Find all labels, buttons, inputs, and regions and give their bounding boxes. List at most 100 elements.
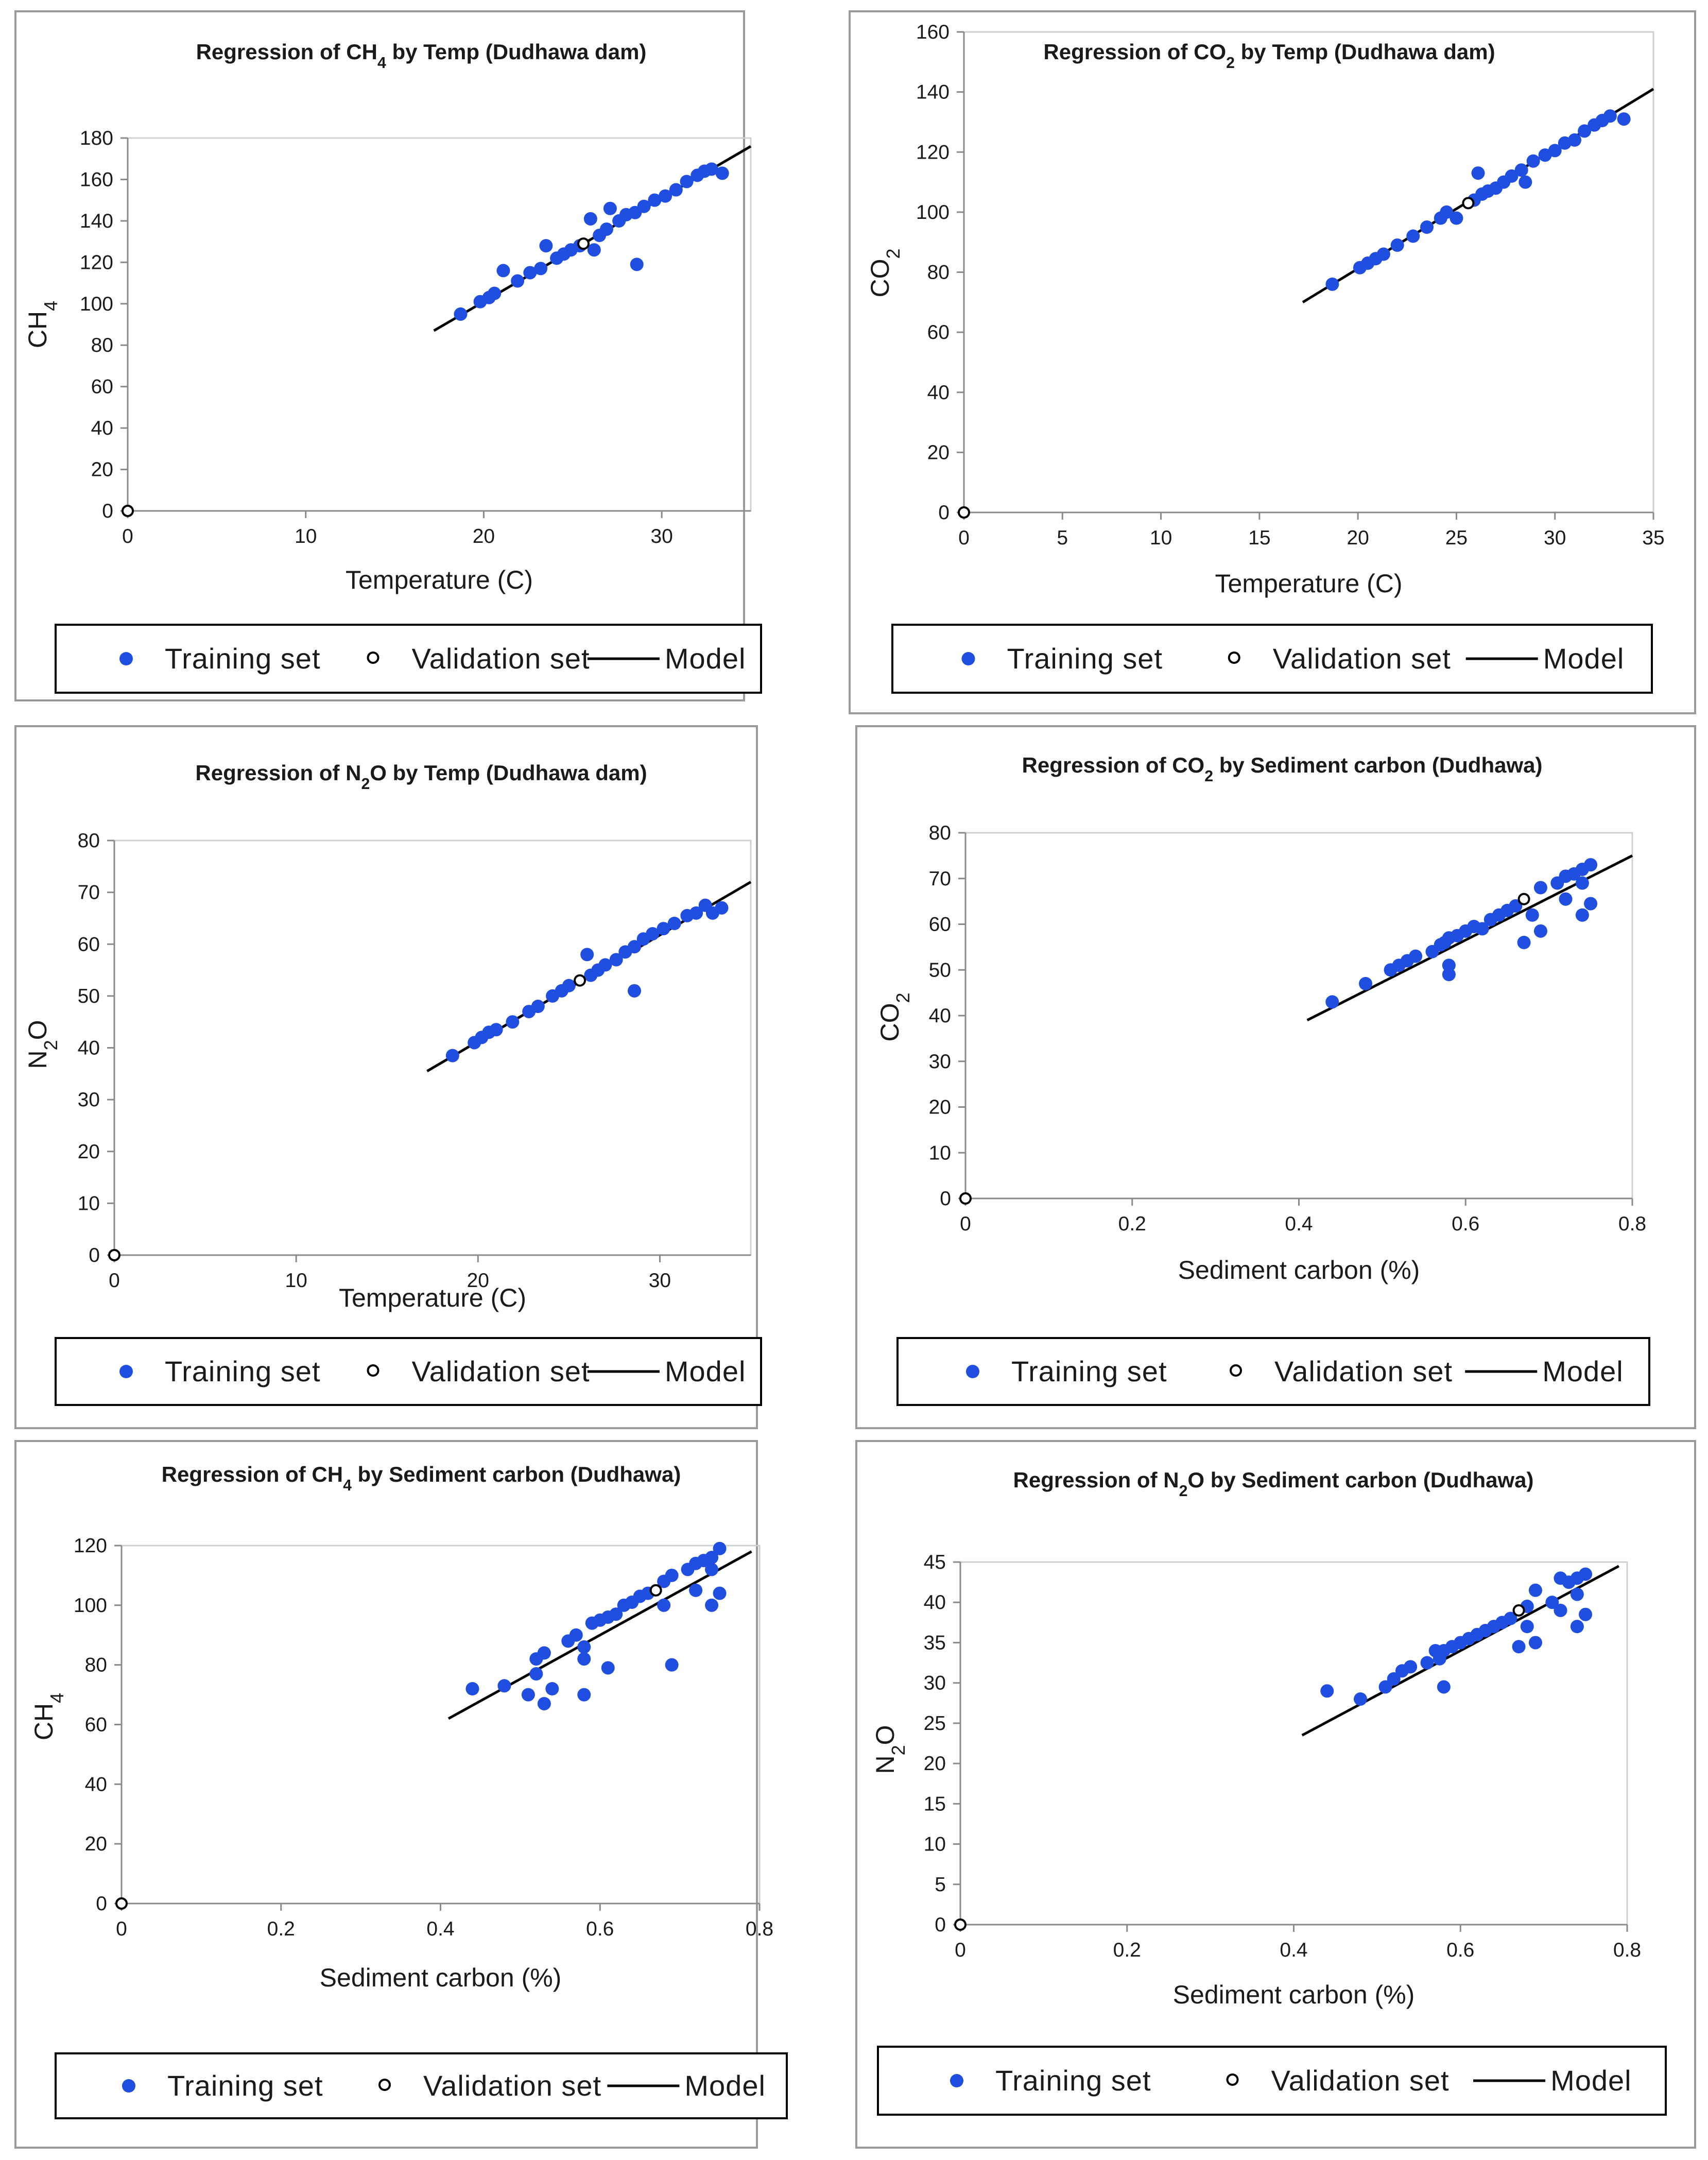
y-tick-label: 60: [929, 914, 951, 936]
y-tick-label: 120: [74, 1535, 107, 1557]
y-tick-label: 140: [80, 210, 113, 232]
training-point: [648, 193, 662, 207]
y-tick-label: 30: [924, 1672, 946, 1694]
validation-point: [959, 1192, 972, 1205]
legend: Training set Validation set Model: [891, 624, 1653, 694]
training-point: [465, 1682, 479, 1695]
training-point: [637, 199, 651, 213]
legend-training-label: Training set: [165, 1355, 321, 1387]
panel-frame: [849, 10, 1696, 714]
training-point: [601, 1661, 615, 1675]
y-axis-label: CH4: [23, 301, 61, 348]
validation-point: [958, 506, 970, 519]
training-point: [603, 201, 617, 215]
x-tick-label: 0.8: [746, 1918, 773, 1940]
training-point: [1559, 892, 1573, 906]
training-point: [665, 1658, 679, 1672]
training-point: [1475, 922, 1489, 936]
training-point: [539, 239, 553, 253]
chart-panel: 0 20 40 60 80 100 120 0 0.2 0.4 0.6 0.8 Regression o…: [14, 1440, 788, 2149]
training-point: [1548, 144, 1562, 158]
y-tick-label: 60: [78, 933, 100, 955]
x-tick-label: 0: [960, 1213, 971, 1235]
text-run: by Temp (Dudhawa dam): [1235, 40, 1495, 64]
legend: Training set Validation set Model: [55, 1337, 762, 1406]
y-tick-label: 10: [78, 1192, 100, 1214]
x-tick-label: 20: [467, 1270, 489, 1292]
legend-training-marker: [961, 652, 975, 665]
legend-box: [55, 1337, 762, 1406]
training-point: [489, 1023, 503, 1037]
training-point: [534, 262, 548, 276]
x-tick-label: 0.4: [1280, 1939, 1307, 1961]
y-tick-label: 30: [78, 1089, 100, 1111]
x-tick-label: 0.8: [1613, 1939, 1641, 1961]
legend: Training set Validation set Model: [55, 624, 762, 694]
training-point: [569, 1628, 583, 1642]
x-tick-label: 30: [650, 525, 672, 547]
text-run: CO: [875, 1003, 904, 1042]
subscript-text: 2: [1204, 768, 1213, 785]
text-run: CH: [29, 1703, 58, 1740]
training-point: [715, 901, 729, 915]
x-tick-label: 0.8: [1618, 1213, 1646, 1235]
x-tick-label: 0.4: [1285, 1213, 1313, 1235]
training-point: [1603, 109, 1617, 123]
x-tick-label: 0.2: [1113, 1939, 1141, 1961]
y-tick-label: 40: [78, 1037, 100, 1059]
y-tick-label: 50: [78, 985, 100, 1007]
y-tick-label: 40: [924, 1591, 946, 1614]
chart-title: Regression of N2O by Temp (Dudhawa dam): [195, 761, 647, 793]
y-tick-label: 0: [102, 500, 113, 522]
training-point: [665, 1568, 679, 1582]
training-point: [1387, 1672, 1401, 1686]
training-point: [1545, 1596, 1559, 1609]
legend-training-marker: [966, 1365, 979, 1378]
legend-model-label: Model: [1550, 2064, 1632, 2097]
training-point: [1437, 1680, 1451, 1694]
y-tick-label: 40: [91, 417, 113, 439]
training-point: [1376, 247, 1390, 261]
training-point: [657, 1598, 671, 1612]
training-point: [680, 175, 694, 188]
y-tick-label: 100: [80, 293, 113, 315]
chart-panel: 0 20 40 60 80 100 120 140 160 180 0 10 20 30 Regressio…: [14, 10, 762, 701]
legend-validation-label: Validation set: [1271, 2064, 1450, 2097]
y-axis-label: CO2: [875, 992, 913, 1041]
panel-frame: [14, 1440, 758, 2149]
training-point: [511, 274, 525, 288]
training-point: [1406, 229, 1420, 243]
validation-point: [1462, 197, 1475, 210]
text-run: by Temp (Dudhawa dam): [386, 40, 647, 64]
text-run: Regression of N: [1013, 1468, 1179, 1492]
training-point: [1409, 949, 1423, 963]
training-point: [488, 286, 502, 300]
training-point: [1420, 1656, 1434, 1670]
training-point: [1579, 1607, 1593, 1621]
training-point: [657, 922, 670, 936]
x-axis-label: Temperature (C): [1215, 569, 1403, 598]
legend-validation-label: Validation set: [1274, 1355, 1453, 1387]
legend-training-label: Training set: [167, 2069, 323, 2102]
legend-model-label: Model: [665, 642, 746, 675]
text-run: O: [23, 1020, 52, 1040]
y-tick-label: 80: [927, 262, 950, 284]
subscript-text: 2: [361, 776, 370, 793]
training-point: [1578, 124, 1592, 138]
training-point: [669, 183, 683, 197]
legend-validation-marker: [1230, 1364, 1242, 1377]
text-run: N: [23, 1050, 52, 1069]
legend-box: [877, 2046, 1667, 2116]
text-run: CH: [23, 311, 52, 348]
legend-training-marker: [119, 1365, 133, 1378]
training-point: [627, 984, 641, 998]
training-point: [627, 940, 641, 954]
x-tick-label: 0.6: [586, 1918, 614, 1940]
text-run: Regression of CO: [1022, 753, 1205, 777]
y-tick-label: 160: [80, 168, 113, 191]
training-point: [1512, 1640, 1526, 1654]
training-point: [689, 1583, 703, 1597]
validation-point: [1517, 893, 1530, 905]
training-point: [713, 1541, 727, 1555]
y-axis-label: N2O: [23, 1020, 61, 1069]
